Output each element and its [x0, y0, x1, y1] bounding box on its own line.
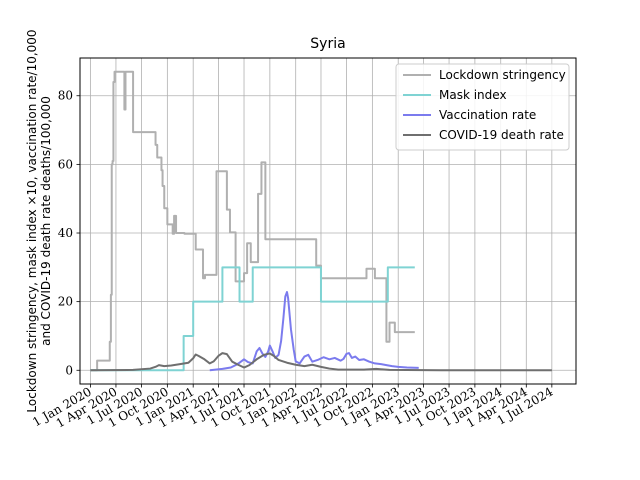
series-layer	[90, 70, 552, 372]
series-line-lockdown-stringency	[90, 70, 415, 372]
y-tick-label: 80	[58, 89, 73, 103]
legend-label: Mask index	[439, 88, 507, 102]
series-line-vaccination-rate	[209, 291, 419, 372]
y-axis: 0 20 40 60 80	[58, 89, 80, 377]
y-axis-label-line-2: and COVID-19 death rate deaths/100,000	[39, 96, 53, 346]
legend-label: Vaccination rate	[439, 108, 536, 122]
legend-label: Lockdown stringency	[439, 68, 566, 82]
grid	[80, 58, 576, 384]
y-axis-label-line-1: Lockdown stringency, mask index ×10, vac…	[25, 29, 39, 412]
legend-label: COVID-19 death rate	[439, 128, 564, 142]
series-line-mask-index	[90, 266, 415, 372]
y-tick-label: 20	[58, 295, 73, 309]
y-tick-label: 60	[58, 157, 73, 171]
legend-box	[395, 63, 570, 151]
legend: Lockdown stringency Mask index Vaccination…	[395, 63, 570, 151]
y-tick-label: 0	[65, 363, 73, 377]
chart-title: Syria	[310, 36, 345, 52]
series-line-covid-19-death-rate	[90, 352, 552, 372]
plot-frame	[79, 57, 577, 385]
y-tick-label: 40	[58, 226, 73, 240]
